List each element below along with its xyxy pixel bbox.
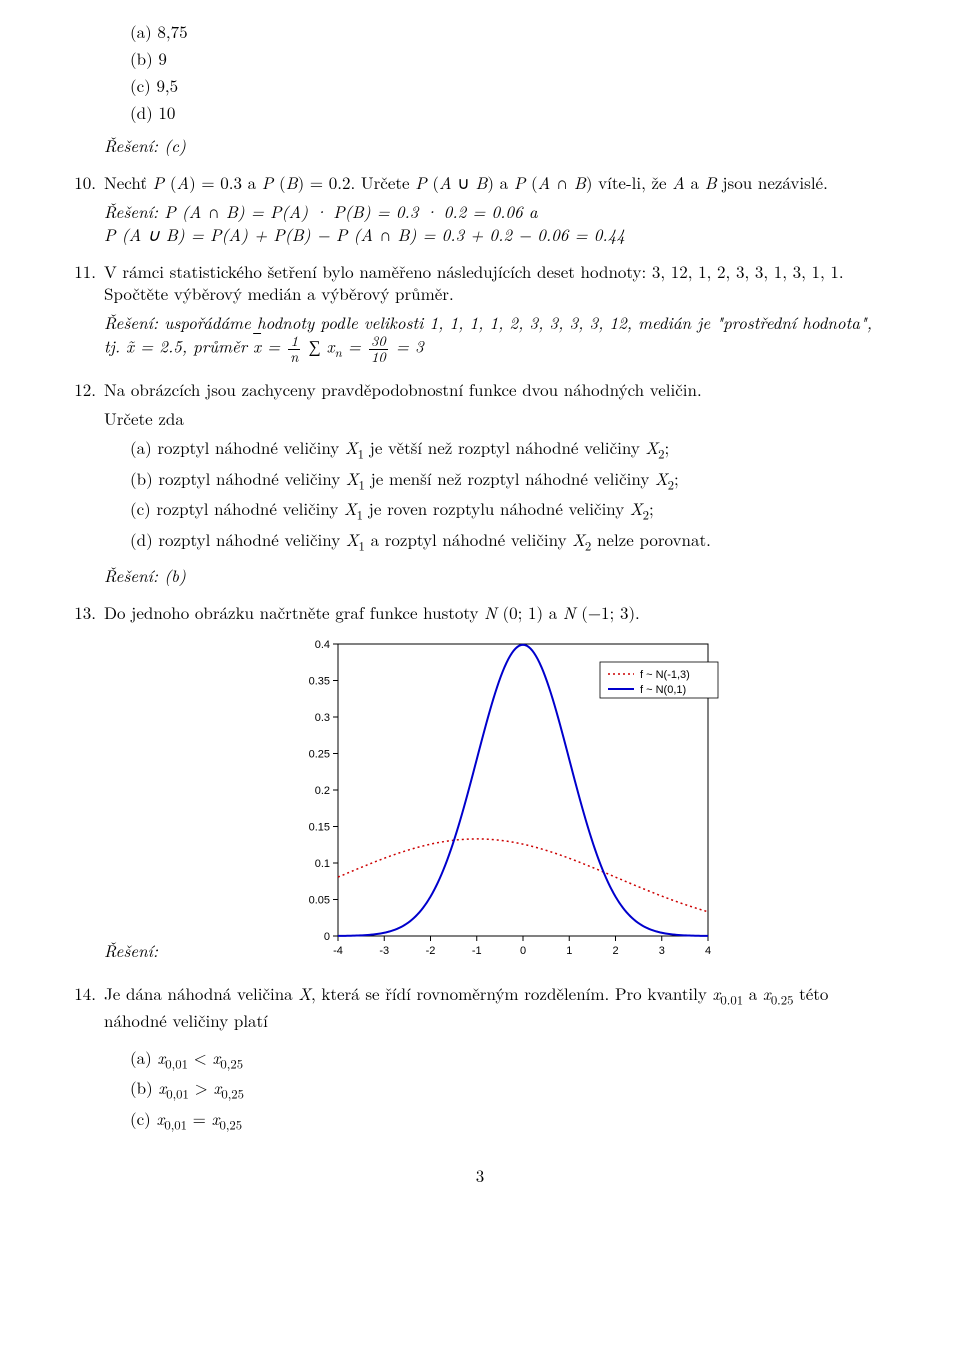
q13-text: Do jednoho obrázku načrtněte graf funkce… <box>104 601 890 624</box>
q14-text: Je dána náhodná veličina X, která se říd… <box>104 982 890 1032</box>
q9-opt-b: (b) 9 <box>130 47 890 70</box>
q9-solution: Řešení: (c) <box>104 134 890 157</box>
q14-opt-c: (c) x0,01 = x0,25 <box>130 1107 890 1134</box>
svg-text:0: 0 <box>520 945 526 957</box>
page-number: 3 <box>70 1164 890 1187</box>
svg-text:4: 4 <box>705 945 711 957</box>
svg-text:0.05: 0.05 <box>309 895 330 907</box>
svg-text:0.4: 0.4 <box>315 639 330 651</box>
q14-opt-a: (a) x0,01 < x0,25 <box>130 1046 890 1073</box>
svg-text:1: 1 <box>566 945 572 957</box>
q10: 10. Nechť P (A) = 0.3 a P (B) = 0.2. Urč… <box>70 171 890 194</box>
q12-opt-b: (b) rozptyl náhodné veličiny X1 je menší… <box>130 467 890 494</box>
svg-text:-2: -2 <box>426 945 436 957</box>
q12-options: (a) rozptyl náhodné veličiny X1 je větší… <box>130 436 890 554</box>
svg-text:0.15: 0.15 <box>309 822 330 834</box>
q11-solution-b: = 3 <box>396 334 424 358</box>
q14-num: 14. <box>70 982 104 1005</box>
q11: 11. V rámci statistického šetření bylo n… <box>70 260 890 306</box>
q12-solution: Řešení: (b) <box>104 564 890 587</box>
svg-text:0: 0 <box>324 931 330 943</box>
q10-num: 10. <box>70 171 104 194</box>
svg-text:0.2: 0.2 <box>315 785 330 797</box>
q9-opt-b-text: 9 <box>158 46 167 70</box>
q14-options: (a) x0,01 < x0,25 (b) x0,01 > x0,25 (c) … <box>130 1046 890 1134</box>
q12-opt-c: (c) rozptyl náhodné veličiny X1 je roven… <box>130 497 890 524</box>
svg-text:f ~ N(-1,3): f ~ N(-1,3) <box>640 669 690 681</box>
q9-opt-a: (a) 8,75 <box>130 20 890 43</box>
svg-text:f ~ N(0,1): f ~ N(0,1) <box>640 684 686 696</box>
q9-opt-d-text: 10 <box>158 100 175 124</box>
svg-text:0.3: 0.3 <box>315 712 330 724</box>
svg-text:0.35: 0.35 <box>309 676 330 688</box>
q9-opt-c-text: 9,5 <box>156 73 178 97</box>
svg-text:3: 3 <box>659 945 665 957</box>
q11-text: V rámci statistického šetření bylo naměř… <box>104 260 890 306</box>
svg-text:-4: -4 <box>333 945 343 957</box>
density-chart: 0 0.05 0.1 0.15 0.2 0.25 0.3 0.35 0.4 -4 -3 -2 -1 0 1 2… <box>290 634 890 969</box>
q12-text: Na obrázcích jsou zachyceny pravděpodobn… <box>104 378 890 401</box>
svg-text:2: 2 <box>612 945 618 957</box>
q9-opt-d: (d) 10 <box>130 101 890 124</box>
q13-num: 13. <box>70 601 104 624</box>
svg-text:-3: -3 <box>379 945 389 957</box>
q9-opt-c: (c) 9,5 <box>130 74 890 97</box>
q13: 13. Do jednoho obrázku načrtněte graf fu… <box>70 601 890 624</box>
q11-solution-a: Řešení: uspořádáme hodnoty podle velikos… <box>104 310 872 358</box>
svg-text:0.1: 0.1 <box>315 858 330 870</box>
density-chart-svg: 0 0.05 0.1 0.15 0.2 0.25 0.3 0.35 0.4 -4 -3 -2 -1 0 1 2… <box>290 634 720 964</box>
q11-solution: Řešení: uspořádáme hodnoty podle velikos… <box>104 311 890 364</box>
svg-text:-1: -1 <box>472 945 482 957</box>
q12-num: 12. <box>70 378 104 401</box>
svg-text:0.25: 0.25 <box>309 749 330 761</box>
q12: 12. Na obrázcích jsou zachyceny pravděpo… <box>70 378 890 430</box>
q12-opt-d: (d) rozptyl náhodné veličiny X1 a rozpty… <box>130 528 890 555</box>
q11-num: 11. <box>70 260 104 283</box>
q9-options: (a) 8,75 (b) 9 (c) 9,5 (d) 10 <box>130 20 890 124</box>
q14-opt-b: (b) x0,01 > x0,25 <box>130 1076 890 1103</box>
q10-solution: Řešení: P (A ∩ B) = P(A) · P(B) = 0.3 · … <box>104 200 890 246</box>
q12-opt-a: (a) rozptyl náhodné veličiny X1 je větší… <box>130 436 890 463</box>
q10-text: Nechť P (A) = 0.3 a P (B) = 0.2. Určete … <box>104 171 890 194</box>
q14: 14. Je dána náhodná veličina X, která se… <box>70 982 890 1032</box>
q9-opt-a-text: 8,75 <box>157 19 187 43</box>
q12-text2: Určete zda <box>104 407 890 430</box>
